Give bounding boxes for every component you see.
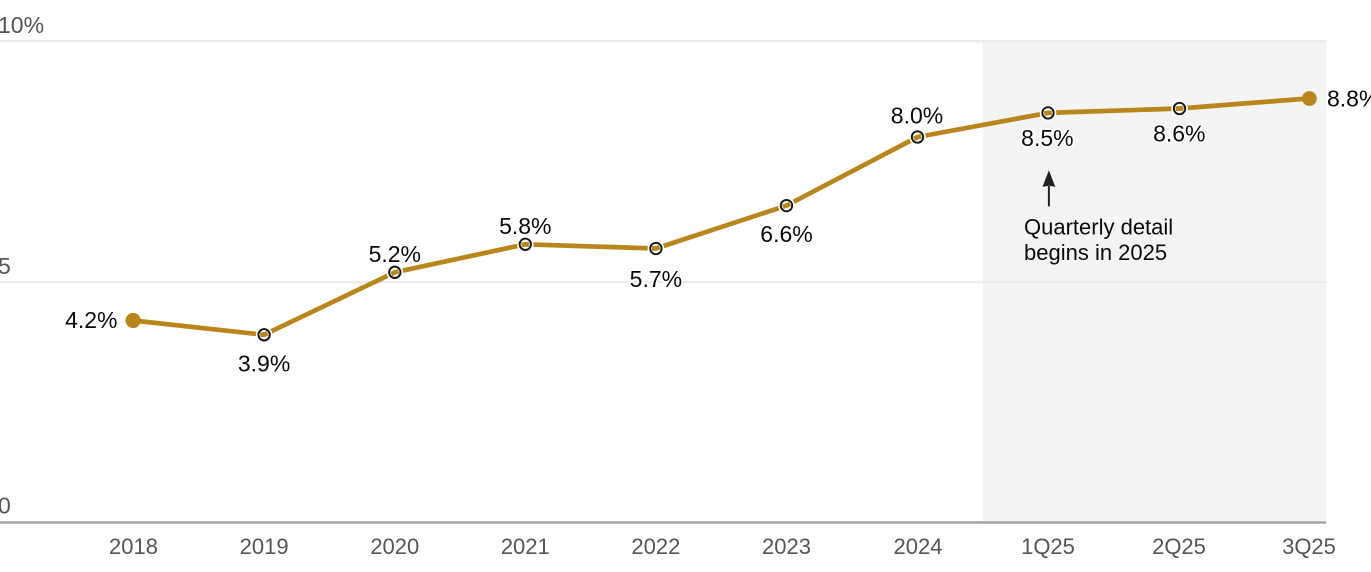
svg-text:2020: 2020 [370,534,419,559]
svg-text:2022: 2022 [631,534,680,559]
svg-text:2019: 2019 [240,534,289,559]
svg-text:1Q25: 1Q25 [1021,534,1075,559]
svg-text:5.7%: 5.7% [630,266,682,292]
svg-text:8.6%: 8.6% [1153,121,1205,147]
svg-text:5.8%: 5.8% [499,213,551,239]
svg-text:3Q25: 3Q25 [1282,534,1336,559]
svg-text:0: 0 [0,493,11,519]
svg-text:8.0%: 8.0% [891,102,943,128]
svg-text:5.2%: 5.2% [369,241,421,267]
svg-text:10%: 10% [0,12,44,38]
svg-text:2023: 2023 [762,534,811,559]
svg-text:5: 5 [0,253,11,279]
svg-text:8.8%: 8.8% [1327,85,1371,111]
svg-text:2021: 2021 [501,534,550,559]
svg-text:2018: 2018 [109,534,158,559]
svg-text:6.6%: 6.6% [760,221,812,247]
svg-text:4.2%: 4.2% [65,307,117,333]
svg-text:8.5%: 8.5% [1021,125,1073,151]
svg-text:2Q25: 2Q25 [1152,534,1206,559]
svg-text:begins in 2025: begins in 2025 [1024,240,1167,265]
svg-text:3.9%: 3.9% [238,351,290,377]
svg-text:2024: 2024 [894,534,943,559]
svg-text:Quarterly detail: Quarterly detail [1024,215,1173,240]
